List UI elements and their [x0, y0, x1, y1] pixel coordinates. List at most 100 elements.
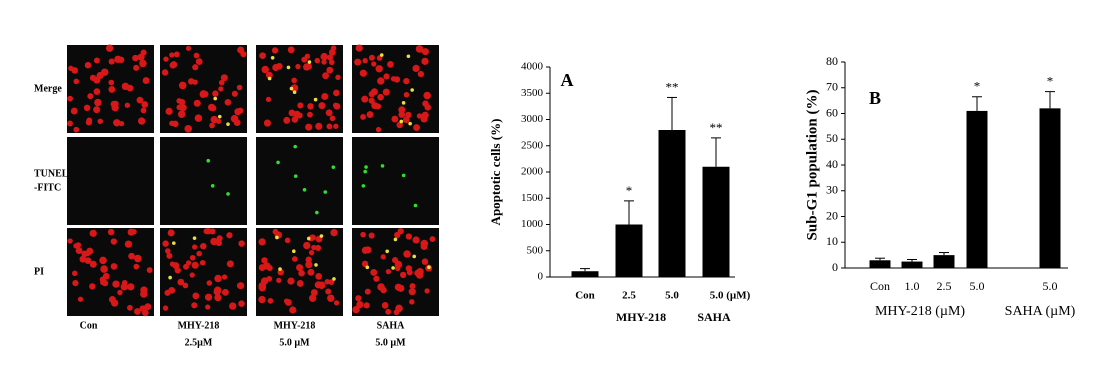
- cell-dot: [307, 103, 314, 110]
- cell-dot: [97, 118, 104, 125]
- cell-dot: [293, 174, 298, 178]
- cell-dot: [81, 250, 88, 258]
- cell-dot: [83, 104, 91, 112]
- significance: **: [710, 120, 723, 135]
- cell-dot: [305, 256, 312, 263]
- cell-dot: [287, 277, 295, 285]
- cell-dot: [361, 184, 366, 188]
- y-tick-label: 20: [826, 208, 838, 222]
- cell-dot: [261, 65, 269, 74]
- y-tick-label: 3000: [521, 113, 544, 125]
- cell-dot: [128, 252, 135, 260]
- cell-dot: [286, 65, 291, 70]
- cell-dot: [403, 77, 410, 85]
- cell-dot: [385, 308, 392, 315]
- cell-dot: [421, 57, 429, 65]
- y-tick-label: 3500: [521, 87, 544, 99]
- cell-dot: [361, 260, 369, 268]
- cell-dot: [420, 239, 429, 248]
- cell-dot: [100, 265, 108, 273]
- cell-dot: [408, 288, 416, 296]
- cell-dot: [167, 229, 175, 237]
- cell-dot: [204, 293, 213, 301]
- cell-dot: [396, 121, 403, 129]
- cell-dot: [305, 63, 312, 70]
- cell-dot: [139, 59, 147, 68]
- cell-dot: [263, 262, 271, 270]
- x-tick-label: 1.0: [905, 279, 920, 293]
- cell-dot: [399, 119, 404, 124]
- cell-dot: [209, 122, 215, 129]
- y-tick-label: 80: [826, 54, 838, 68]
- cell-dot: [391, 115, 399, 123]
- cell-dot: [311, 244, 317, 251]
- bar: [658, 130, 686, 277]
- cell-dot: [296, 264, 304, 272]
- cell-dot: [168, 286, 176, 294]
- cell-dot: [409, 299, 415, 305]
- cell-dot: [413, 203, 418, 208]
- cell-dot: [112, 100, 119, 107]
- cell-dot: [315, 273, 323, 280]
- cell-dot: [146, 267, 153, 274]
- column-label: 5.0 µM: [279, 337, 310, 348]
- cell-dot: [355, 44, 363, 52]
- group-label: SAHA (µM): [1005, 304, 1076, 319]
- cell-dot: [184, 125, 193, 133]
- cell-dot: [240, 51, 247, 58]
- cell-dot: [192, 244, 198, 250]
- cell-dot: [214, 294, 222, 302]
- cell-dot: [238, 300, 245, 307]
- cell-dot: [182, 282, 189, 289]
- cell-dot: [172, 241, 176, 245]
- cell-dot: [137, 53, 145, 61]
- cell-dot: [194, 114, 203, 122]
- cell-dot: [370, 88, 378, 96]
- cell-dot: [307, 268, 315, 276]
- cell-dot: [331, 165, 336, 169]
- cell-dot: [327, 294, 335, 302]
- cell-dot: [259, 52, 266, 60]
- cell-dot: [258, 238, 266, 246]
- y-tick-label: 500: [527, 244, 544, 256]
- cell-dot: [322, 72, 330, 80]
- y-tick-label: 2000: [521, 166, 544, 178]
- cell-dot: [67, 95, 74, 102]
- cell-dot: [413, 124, 421, 131]
- cell-dot: [302, 188, 307, 192]
- cell-dot: [371, 61, 377, 67]
- cell-dot: [323, 190, 328, 194]
- cell-dot: [391, 266, 395, 270]
- cell-dot: [397, 284, 405, 292]
- cell-dot: [308, 294, 317, 302]
- cell-dot: [73, 78, 80, 85]
- cell-dot: [314, 57, 321, 64]
- cell-dot: [325, 288, 332, 295]
- cell-dot: [289, 306, 297, 314]
- cell-dot: [93, 106, 101, 114]
- y-tick-label: 0: [538, 271, 544, 283]
- cell-dot: [333, 103, 341, 110]
- cell-dot: [377, 77, 385, 85]
- cell-dot: [68, 65, 74, 72]
- column-label: MHY-218: [178, 320, 220, 331]
- cell-dot: [284, 237, 291, 244]
- cell-dot: [275, 235, 279, 240]
- cell-dot: [206, 158, 211, 163]
- cell-dot: [307, 60, 312, 64]
- cell-dot: [89, 283, 96, 290]
- x-tick-label: 5.0 (µM): [710, 290, 751, 302]
- y-tick-label: 4000: [521, 61, 544, 73]
- cell-dot: [366, 111, 374, 118]
- y-tick-label: 2500: [521, 139, 544, 151]
- cell-dot: [385, 268, 392, 275]
- cell-dot: [200, 242, 207, 250]
- cell-dot: [162, 240, 169, 247]
- cell-dot: [142, 309, 149, 317]
- cell-dot: [327, 54, 334, 61]
- cell-dot: [212, 90, 219, 97]
- cell-dot: [328, 279, 335, 286]
- cell-dot: [210, 237, 218, 246]
- cell-dot: [328, 48, 336, 56]
- cell-dot: [335, 74, 341, 81]
